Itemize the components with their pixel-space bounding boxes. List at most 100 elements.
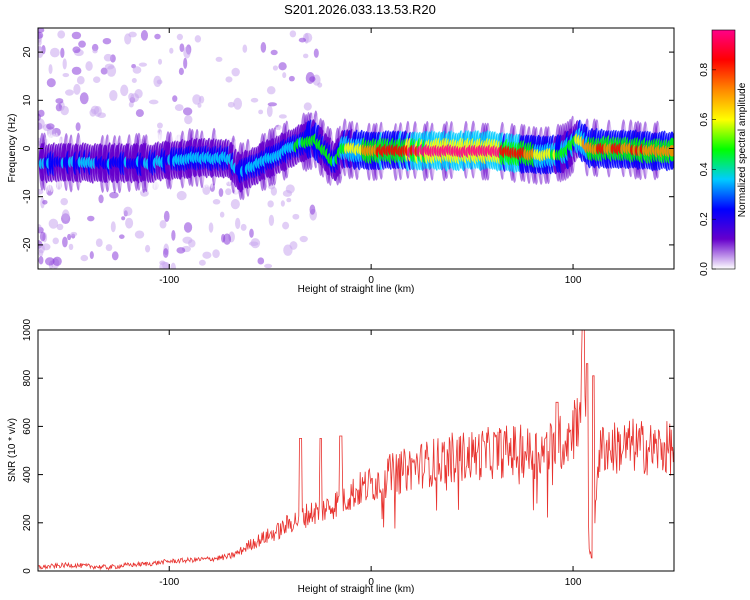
- noise-blob: [57, 30, 66, 39]
- noise-blob: [257, 257, 265, 265]
- noise-blob: [52, 237, 59, 245]
- noise-blob: [87, 215, 95, 222]
- noise-blob: [156, 122, 163, 129]
- spectrogram-y-tick-label: -10: [22, 189, 33, 204]
- noise-blob: [176, 247, 186, 254]
- noise-blob: [118, 234, 125, 239]
- noise-blob: [55, 98, 64, 104]
- noise-blob: [131, 77, 137, 83]
- noise-blob: [169, 47, 174, 54]
- noise-blob: [282, 72, 287, 79]
- noise-blob: [182, 107, 193, 116]
- snr-y-tick-label: 400: [22, 466, 33, 483]
- noise-blob: [60, 47, 65, 59]
- noise-blob: [268, 214, 275, 226]
- noise-blob: [62, 58, 67, 70]
- noise-blob: [61, 209, 70, 221]
- noise-blob: [67, 233, 72, 241]
- noise-blob: [208, 222, 214, 233]
- figure-title: S201.2026.033.13.53.R20: [284, 2, 436, 17]
- noise-blob: [138, 62, 148, 67]
- snr-y-axis-label: SNR (10 * v/v): [7, 418, 18, 482]
- noise-blob: [70, 231, 78, 237]
- noise-blob: [184, 114, 193, 125]
- noise-blob: [266, 86, 276, 95]
- noise-blob: [286, 197, 292, 203]
- snr-series-line: [37, 329, 675, 571]
- noise-blob: [267, 102, 278, 107]
- noise-blob: [109, 90, 118, 102]
- noise-blob: [124, 33, 132, 45]
- noise-blob: [250, 97, 259, 103]
- noise-blob: [174, 104, 184, 112]
- colorbar-tick-label: 0.8: [699, 62, 710, 76]
- noise-blob: [75, 122, 81, 132]
- noise-blob: [159, 220, 167, 229]
- noise-blob: [60, 197, 68, 206]
- noise-blob: [56, 223, 64, 231]
- noise-blob: [188, 239, 196, 248]
- noise-blob: [156, 79, 163, 85]
- noise-blob: [212, 199, 221, 205]
- noise-blob: [176, 33, 183, 41]
- noise-blob: [111, 251, 119, 261]
- noise-blob: [170, 262, 176, 269]
- noise-blob: [46, 78, 56, 88]
- noise-blob: [140, 30, 149, 41]
- spectrogram-y-axis-label: Frequency (Hz): [7, 114, 18, 183]
- noise-blob: [123, 206, 133, 216]
- noise-blob: [264, 263, 273, 269]
- noise-blob: [158, 58, 163, 65]
- noise-blob: [302, 53, 309, 59]
- noise-blob: [202, 251, 212, 259]
- noise-blob: [272, 65, 278, 71]
- noise-blob: [183, 222, 193, 233]
- noise-blob: [197, 102, 202, 108]
- noise-blob: [65, 89, 74, 96]
- noise-blob: [91, 43, 99, 52]
- noise-blob: [317, 82, 323, 88]
- noise-blob: [93, 76, 101, 84]
- spectrogram-y-tick-label: 10: [22, 94, 33, 106]
- snr-x-tick-label: 0: [368, 577, 374, 588]
- snr-x-tick-label: -100: [159, 577, 179, 588]
- spectrogram-y-tick-label: 20: [22, 46, 33, 58]
- noise-blob: [92, 49, 98, 54]
- noise-blob: [221, 233, 226, 243]
- noise-blob: [289, 30, 297, 38]
- noise-blob: [71, 66, 82, 75]
- noise-blob: [120, 84, 129, 97]
- colorbar: 0.0 0.2 0.4 0.6 0.8 Normalized spectral ampl…: [699, 29, 748, 276]
- noise-blob: [270, 49, 278, 56]
- noise-blob: [309, 204, 316, 215]
- snr-y-tick-label: 800: [22, 369, 33, 386]
- noise-blob: [45, 257, 55, 266]
- colorbar-tick-label: 0.0: [699, 262, 710, 276]
- noise-blob: [162, 248, 169, 258]
- noise-blob: [260, 42, 267, 53]
- noise-blob: [154, 33, 161, 40]
- noise-blob: [278, 62, 287, 71]
- noise-blob: [52, 256, 62, 267]
- noise-blob: [225, 76, 233, 83]
- noise-blob: [46, 123, 55, 130]
- noise-blob: [134, 230, 145, 239]
- noise-blob: [303, 102, 312, 111]
- noise-blob: [38, 45, 43, 51]
- noise-blob: [233, 97, 243, 110]
- noise-blob: [39, 231, 46, 242]
- colorbar-ticks: 0.0 0.2 0.4 0.6 0.8: [699, 62, 716, 276]
- noise-blob: [48, 218, 59, 229]
- noise-blob: [125, 217, 134, 229]
- noise-blob: [192, 94, 202, 105]
- noise-blob: [223, 233, 232, 245]
- noise-blob: [159, 261, 169, 269]
- noise-blob: [250, 238, 261, 249]
- snr-y-tick-label: 200: [22, 514, 33, 531]
- noise-blob: [104, 63, 115, 70]
- spectrogram-x-axis-label: Height of straight line (km): [298, 284, 415, 295]
- noise-blob: [267, 200, 274, 208]
